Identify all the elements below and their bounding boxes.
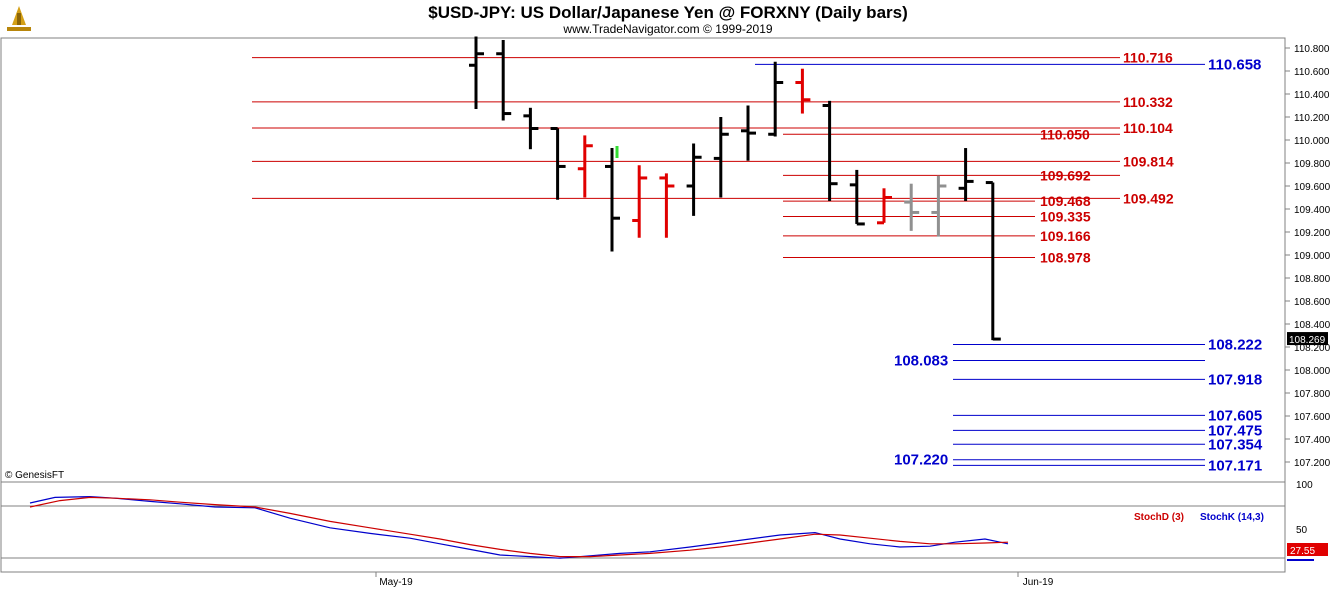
y-tick-label: 108.800 bbox=[1294, 274, 1331, 285]
y-tick-label: 109.600 bbox=[1294, 182, 1331, 193]
price-bar bbox=[741, 105, 756, 161]
level-label: 107.354 bbox=[1208, 436, 1263, 453]
trade-navigator-logo-icon bbox=[4, 3, 34, 33]
price-bar bbox=[958, 148, 974, 201]
x-tick-label: Jun-19 bbox=[1023, 577, 1054, 588]
chart-header: $USD-JPY: US Dollar/Japanese Yen @ FORXN… bbox=[0, 0, 1336, 38]
chart-title: $USD-JPY: US Dollar/Japanese Yen @ FORXN… bbox=[428, 3, 908, 22]
y-tick-label: 107.400 bbox=[1294, 435, 1331, 446]
y-tick-label: 110.200 bbox=[1294, 113, 1330, 124]
level-label: 110.658 bbox=[1208, 56, 1261, 73]
legend-stochk: StochK (14,3) bbox=[1200, 512, 1264, 523]
stoch-series-line bbox=[29, 495, 1009, 559]
stoch-last-value-box bbox=[1287, 543, 1328, 556]
legend-stochd: StochD (3) bbox=[1134, 512, 1184, 523]
y-tick-label: 107.200 bbox=[1294, 458, 1331, 469]
y-tick-label: 110.000 bbox=[1294, 136, 1330, 147]
price-bar bbox=[469, 36, 484, 109]
level-label: 107.605 bbox=[1208, 407, 1262, 424]
y-tick-label: 107.800 bbox=[1294, 389, 1331, 400]
level-label: 109.692 bbox=[1040, 167, 1091, 183]
price-bar bbox=[768, 61, 784, 137]
x-tick-label: May-19 bbox=[379, 577, 413, 588]
price-bar bbox=[877, 188, 892, 225]
stoch-y-tick-label: 50 bbox=[1296, 525, 1308, 536]
price-bar bbox=[550, 127, 566, 200]
level-label: 108.978 bbox=[1040, 250, 1091, 266]
level-label: 108.083 bbox=[894, 352, 948, 369]
stoch-y-tick-label: 100 bbox=[1296, 480, 1313, 491]
last-price-box bbox=[1287, 332, 1328, 346]
y-tick-label: 109.400 bbox=[1294, 205, 1331, 216]
level-label: 110.050 bbox=[1040, 126, 1090, 142]
level-label: 107.220 bbox=[894, 452, 948, 469]
level-label: 109.492 bbox=[1123, 190, 1174, 206]
y-tick-label: 107.600 bbox=[1294, 412, 1331, 423]
price-levels: 110.716 110.658 110.332 110.104 110.050 109.8… bbox=[252, 50, 1263, 474]
level-label: 109.166 bbox=[1040, 228, 1091, 244]
price-bars bbox=[469, 36, 1001, 341]
level-label: 108.222 bbox=[1208, 336, 1262, 353]
price-bar bbox=[931, 175, 947, 237]
level-label: 109.335 bbox=[1040, 208, 1091, 224]
level-label: 109.814 bbox=[1123, 153, 1174, 169]
price-bar bbox=[577, 135, 593, 198]
y-tick-label: 108.600 bbox=[1294, 297, 1331, 308]
y-tick-label: 109.800 bbox=[1294, 159, 1331, 170]
level-label: 110.716 bbox=[1123, 50, 1173, 66]
price-bar bbox=[713, 117, 729, 198]
y-tick-label: 108.200 bbox=[1294, 343, 1331, 354]
price-bar bbox=[632, 165, 648, 238]
level-label: 107.475 bbox=[1208, 422, 1262, 439]
level-label: 109.468 bbox=[1040, 193, 1091, 209]
price-bar bbox=[605, 148, 620, 252]
price-y-axis: 110.800 110.600 110.400 110.200 110.000 109.8… bbox=[1285, 44, 1331, 469]
stochastic-panel: 100 50 StochD (3) StochK (14,3) 27.55 bbox=[1, 480, 1328, 561]
level-label: 107.171 bbox=[1208, 457, 1262, 474]
chart-subtitle: www.TradeNavigator.com © 1999-2019 bbox=[563, 22, 773, 36]
y-tick-label: 109.200 bbox=[1294, 228, 1331, 239]
y-tick-label: 110.400 bbox=[1294, 90, 1330, 101]
last-price-label: 108.269 bbox=[1289, 335, 1326, 346]
price-bar bbox=[849, 169, 865, 226]
price-bar bbox=[523, 107, 539, 150]
price-bar bbox=[985, 181, 1001, 341]
y-tick-label: 110.600 bbox=[1294, 67, 1330, 78]
price-bar bbox=[686, 143, 702, 216]
level-label: 110.104 bbox=[1123, 120, 1173, 136]
copyright-label: © GenesisFT bbox=[5, 470, 64, 481]
y-tick-label: 110.800 bbox=[1294, 44, 1330, 55]
price-bar bbox=[659, 173, 675, 238]
y-tick-label: 109.000 bbox=[1294, 251, 1331, 262]
level-label: 107.918 bbox=[1208, 371, 1262, 388]
y-tick-label: 108.400 bbox=[1294, 320, 1331, 331]
price-bar bbox=[822, 100, 838, 201]
level-label: 110.332 bbox=[1123, 94, 1173, 110]
price-bar bbox=[904, 183, 920, 231]
price-bar bbox=[795, 68, 811, 114]
x-axis: May-19 Jun-19 bbox=[375, 572, 1054, 588]
stoch-last-value-label: 27.55 bbox=[1290, 546, 1315, 557]
price-bar bbox=[496, 39, 512, 121]
stoch-series-line bbox=[29, 496, 1009, 558]
y-tick-label: 108.000 bbox=[1294, 366, 1331, 377]
